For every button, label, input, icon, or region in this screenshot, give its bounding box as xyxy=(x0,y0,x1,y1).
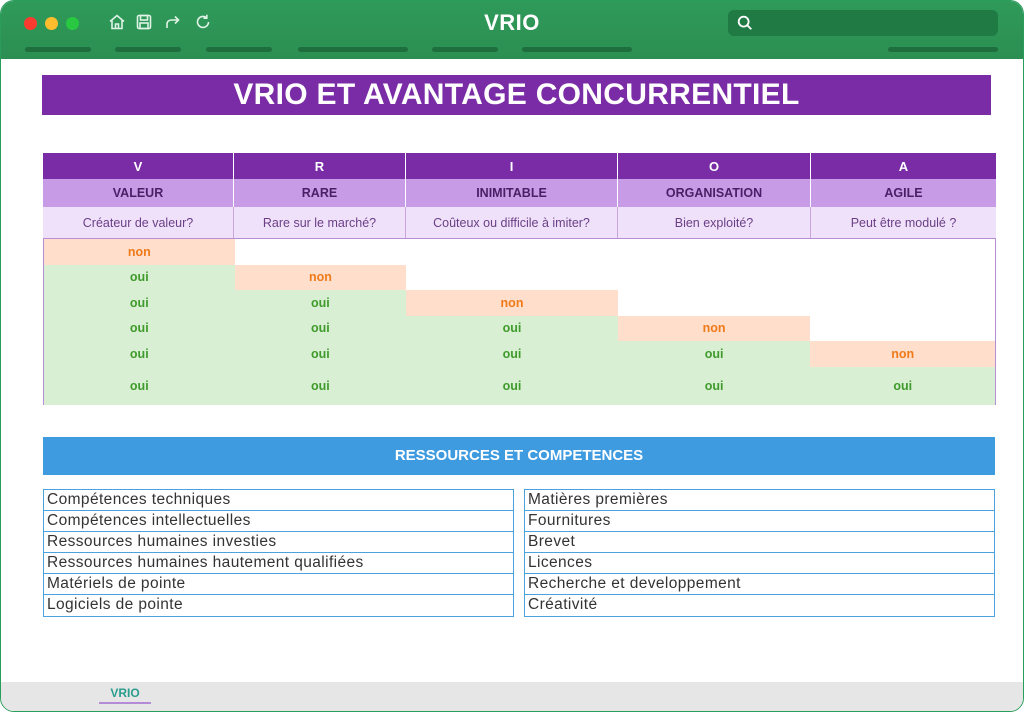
resource-item[interactable]: Recherche et developpement xyxy=(525,574,994,595)
ribbon-tab-placeholder[interactable] xyxy=(206,47,272,52)
vrio-answer-cell[interactable] xyxy=(810,239,995,265)
vrio-criterion-name: INIMITABLE xyxy=(406,179,618,207)
resources-list-right: Matières premières Fournitures Brevet Li… xyxy=(524,489,995,617)
resource-item[interactable]: Matériels de pointe xyxy=(44,574,513,595)
resources-title: RESSOURCES ET COMPETENCES xyxy=(43,437,995,475)
resource-item[interactable]: Compétences techniques xyxy=(44,490,513,511)
vrio-answer-cell[interactable]: oui xyxy=(44,315,235,341)
vrio-criterion-name: ORGANISATION xyxy=(618,179,811,207)
vrio-answer-row: oui non xyxy=(44,264,995,290)
resource-item[interactable]: Licences xyxy=(525,553,994,574)
resource-item[interactable]: Ressources humaines hautement qualifiées xyxy=(44,553,513,574)
vrio-answer-cell[interactable]: non xyxy=(810,341,995,367)
ribbon-tab-placeholder[interactable] xyxy=(522,47,632,52)
vrio-letter: O xyxy=(618,153,811,179)
resource-item[interactable]: Matières premières xyxy=(525,490,994,511)
ribbon-tab-placeholder[interactable] xyxy=(432,47,498,52)
vrio-answer-cell[interactable]: oui xyxy=(406,315,618,341)
vrio-answer-cell[interactable]: non xyxy=(234,264,407,290)
search-icon xyxy=(737,15,752,30)
vrio-answer-row: oui oui oui non xyxy=(44,315,995,341)
vrio-criterion-name: AGILE xyxy=(884,186,923,200)
vrio-name-row: VALEUR RARE INIMITABLE ORGANISATION AGIL… xyxy=(43,179,996,207)
ribbon-tab-placeholder[interactable] xyxy=(115,47,181,52)
vrio-letter: I xyxy=(406,153,618,179)
vrio-answer-cell[interactable]: oui xyxy=(44,264,235,290)
vrio-answer-cell[interactable]: oui xyxy=(617,366,811,405)
vrio-answer-cell[interactable] xyxy=(406,264,618,290)
vrio-answer-cell[interactable]: oui xyxy=(810,366,995,405)
share-icon[interactable] xyxy=(163,12,183,32)
vrio-answer-row: non xyxy=(44,239,995,265)
vrio-answer-cell[interactable]: oui xyxy=(44,366,235,405)
maximize-window-button[interactable] xyxy=(66,17,79,30)
vrio-answer-cell[interactable]: oui xyxy=(617,341,811,367)
vrio-answer-cell[interactable] xyxy=(617,290,811,316)
vrio-letter: V xyxy=(43,153,234,179)
vrio-answer-cell[interactable] xyxy=(617,239,811,265)
resource-item[interactable]: Créativité xyxy=(528,596,598,613)
minimize-window-button[interactable] xyxy=(45,17,58,30)
close-window-button[interactable] xyxy=(24,17,37,30)
vrio-answer-cell[interactable]: oui xyxy=(406,341,618,367)
vrio-answer-row: oui oui oui oui oui xyxy=(44,366,995,405)
resources-list-left: Compétences techniques Compétences intel… xyxy=(43,489,514,617)
vrio-question: Rare sur le marché? xyxy=(234,207,406,238)
resource-item[interactable]: Brevet xyxy=(525,532,994,553)
vrio-answer-cell[interactable]: non xyxy=(44,239,235,265)
vrio-answer-row: oui oui non xyxy=(44,290,995,316)
sheet-tab-bar: VRIO xyxy=(1,682,1023,711)
save-icon[interactable] xyxy=(134,12,154,32)
page-title: VRIO ET AVANTAGE CONCURRENTIEL xyxy=(42,75,991,115)
vrio-answer-cell[interactable]: oui xyxy=(44,341,235,367)
vrio-criterion-name: RARE xyxy=(234,179,406,207)
vrio-answer-cell[interactable]: non xyxy=(406,290,618,316)
vrio-answer-row: oui oui oui oui non xyxy=(44,341,995,367)
vrio-question-row: Créateur de valeur? Rare sur le marché? … xyxy=(43,207,996,239)
window-title: VRIO xyxy=(484,10,540,35)
home-icon[interactable] xyxy=(107,12,127,32)
vrio-answer-cell[interactable]: oui xyxy=(234,341,407,367)
vrio-answer-cell[interactable]: oui xyxy=(234,290,407,316)
vrio-answer-cell[interactable] xyxy=(617,264,811,290)
resource-item[interactable]: Ressources humaines investies xyxy=(44,532,513,553)
vrio-question: Peut être modulé ? xyxy=(850,215,957,230)
vrio-question: Coûteux ou difficile à imiter? xyxy=(406,207,618,238)
sheet-tab-vrio[interactable]: VRIO xyxy=(99,686,151,704)
resource-item[interactable]: Fournitures xyxy=(525,511,994,532)
refresh-icon[interactable] xyxy=(193,12,213,32)
ribbon-tab-placeholder[interactable] xyxy=(25,47,91,52)
vrio-answer-cell[interactable]: oui xyxy=(44,290,235,316)
search-input[interactable] xyxy=(728,10,998,36)
title-bar: VRIO xyxy=(1,1,1023,59)
vrio-answer-cell[interactable]: oui xyxy=(234,315,407,341)
vrio-answer-cell[interactable] xyxy=(406,239,618,265)
vrio-answer-cell[interactable]: oui xyxy=(406,366,618,405)
vrio-letter-row: V R I O A xyxy=(43,153,996,179)
ribbon-tab-placeholder[interactable] xyxy=(888,47,998,52)
resource-item[interactable]: Logiciels de pointe xyxy=(47,596,183,613)
vrio-letter: A xyxy=(898,158,909,174)
vrio-criterion-name: VALEUR xyxy=(43,179,234,207)
vrio-answer-cell[interactable]: oui xyxy=(234,366,407,405)
vrio-answer-cell[interactable] xyxy=(810,315,995,341)
vrio-letter: R xyxy=(234,153,406,179)
ribbon-tab-placeholder[interactable] xyxy=(298,47,408,52)
vrio-answer-cell[interactable] xyxy=(810,264,995,290)
vrio-question: Créateur de valeur? xyxy=(43,207,234,238)
vrio-question: Bien exploité? xyxy=(618,207,811,238)
resource-item[interactable]: Compétences intellectuelles xyxy=(44,511,513,532)
vrio-answer-cell[interactable]: non xyxy=(617,315,811,341)
vrio-table: V R I O A VALEUR RARE INIMITABLE ORGANIS… xyxy=(43,153,996,405)
vrio-answers: non oui non oui oui non oui oui oui non oui oui oui o… xyxy=(43,239,996,405)
vrio-answer-cell[interactable] xyxy=(810,290,995,316)
vrio-answer-cell[interactable] xyxy=(234,239,407,265)
